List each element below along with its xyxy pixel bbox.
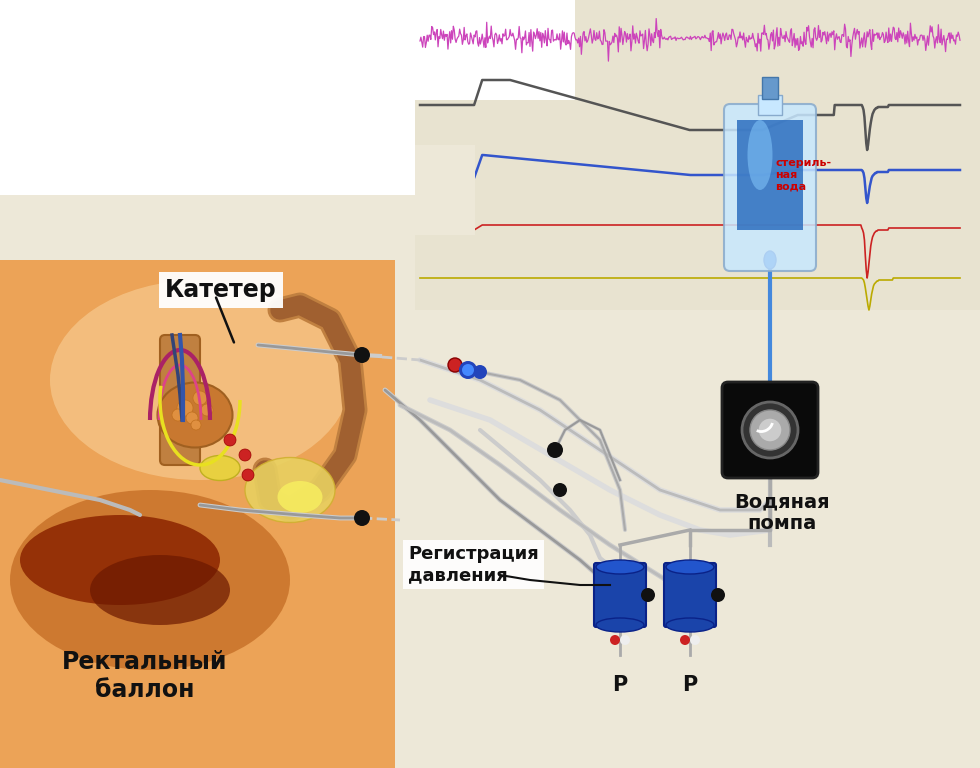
Circle shape <box>462 364 474 376</box>
Circle shape <box>354 510 370 526</box>
Text: Регистрация
давления: Регистрация давления <box>408 545 539 584</box>
Circle shape <box>459 361 477 379</box>
Ellipse shape <box>20 515 220 605</box>
Text: Ректальный
баллон: Ректальный баллон <box>63 650 227 702</box>
Circle shape <box>448 358 462 372</box>
Circle shape <box>239 449 251 461</box>
Text: стериль-
ная
вода: стериль- ная вода <box>775 158 831 191</box>
Ellipse shape <box>158 382 232 448</box>
Bar <box>0 0 415 195</box>
Ellipse shape <box>596 618 644 632</box>
Circle shape <box>758 418 782 442</box>
Bar <box>737 120 803 230</box>
Circle shape <box>690 635 700 645</box>
Ellipse shape <box>666 618 714 632</box>
FancyBboxPatch shape <box>722 382 818 478</box>
FancyBboxPatch shape <box>160 335 200 465</box>
Circle shape <box>201 404 213 416</box>
Bar <box>758 95 782 115</box>
Bar <box>415 145 475 235</box>
Ellipse shape <box>50 280 350 480</box>
Bar <box>0 260 395 768</box>
Text: P: P <box>612 675 627 695</box>
Circle shape <box>177 400 193 416</box>
Text: Водяная
помпа: Водяная помпа <box>734 492 830 533</box>
Ellipse shape <box>245 458 335 522</box>
Ellipse shape <box>200 455 240 481</box>
Ellipse shape <box>596 560 644 574</box>
Ellipse shape <box>764 251 776 269</box>
Circle shape <box>711 588 725 602</box>
Bar <box>415 0 980 310</box>
Circle shape <box>473 365 487 379</box>
Circle shape <box>750 410 790 450</box>
FancyBboxPatch shape <box>724 104 816 271</box>
Circle shape <box>186 412 198 424</box>
Circle shape <box>553 483 567 497</box>
Circle shape <box>610 635 620 645</box>
Circle shape <box>193 391 207 405</box>
Circle shape <box>680 635 690 645</box>
FancyBboxPatch shape <box>664 563 716 627</box>
Text: Катетер: Катетер <box>165 278 276 302</box>
Circle shape <box>224 434 236 446</box>
Bar <box>415 0 575 100</box>
Ellipse shape <box>748 120 772 190</box>
Circle shape <box>354 347 370 363</box>
Circle shape <box>641 588 655 602</box>
Ellipse shape <box>666 560 714 574</box>
Bar <box>762 77 778 99</box>
Ellipse shape <box>90 555 230 625</box>
Circle shape <box>742 402 798 458</box>
Ellipse shape <box>10 490 290 670</box>
Text: P: P <box>682 675 698 695</box>
Bar <box>0 260 395 768</box>
Circle shape <box>547 442 563 458</box>
FancyBboxPatch shape <box>594 563 646 627</box>
Circle shape <box>620 635 630 645</box>
Ellipse shape <box>277 481 322 513</box>
Circle shape <box>242 469 254 481</box>
Circle shape <box>172 409 184 421</box>
Circle shape <box>191 420 201 430</box>
